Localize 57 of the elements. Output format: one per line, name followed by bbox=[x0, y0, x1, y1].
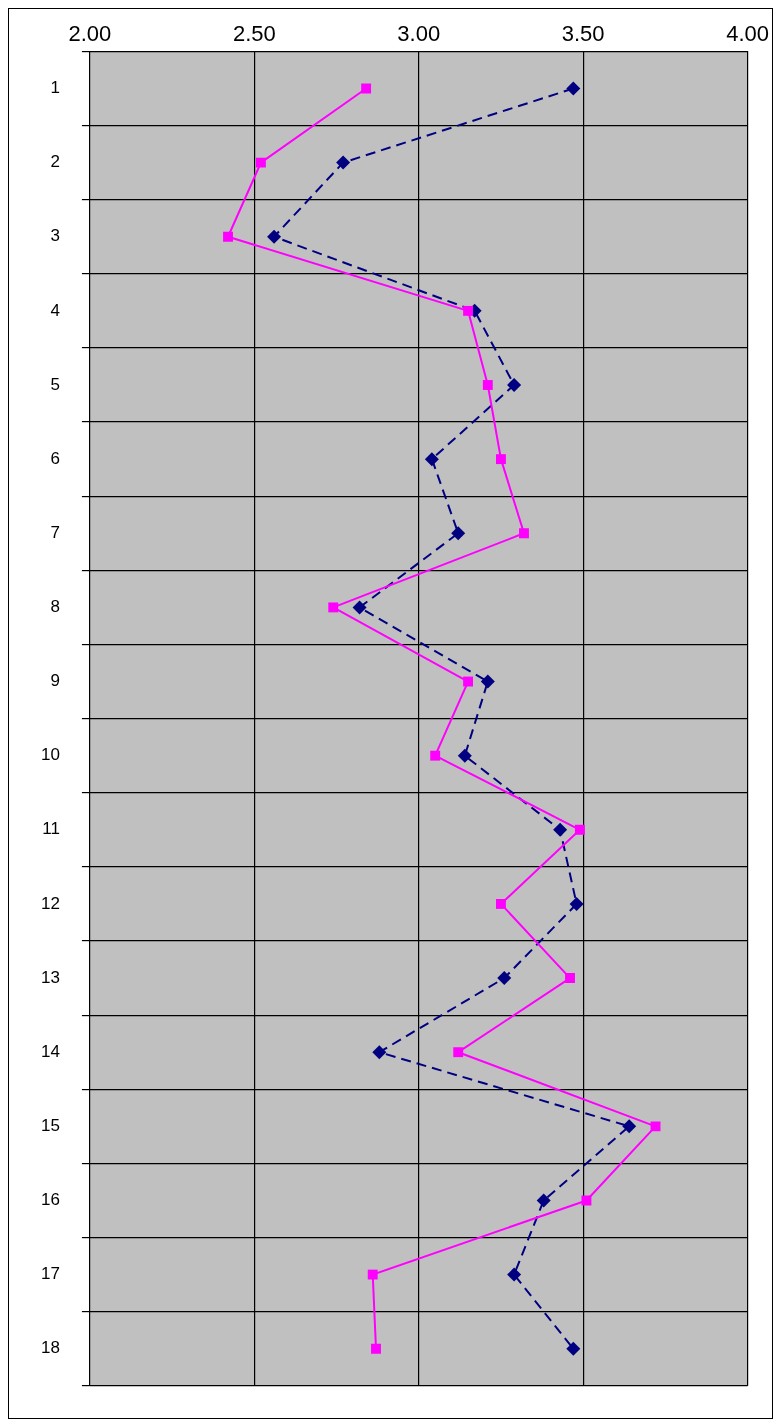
y-tick-label: 6 bbox=[50, 448, 60, 468]
point bbox=[507, 378, 522, 392]
y-tick-label: 11 bbox=[42, 819, 60, 839]
point bbox=[451, 526, 466, 541]
point bbox=[371, 1343, 381, 1354]
point bbox=[569, 896, 584, 911]
point bbox=[622, 1119, 637, 1134]
point bbox=[480, 674, 495, 689]
y-tick-label: 16 bbox=[40, 1190, 60, 1210]
point bbox=[328, 602, 339, 613]
y-tick-label: 3 bbox=[50, 226, 60, 246]
point bbox=[536, 1193, 551, 1208]
point bbox=[457, 748, 472, 763]
y-tick-label: 13 bbox=[40, 967, 60, 987]
point bbox=[519, 528, 529, 539]
point bbox=[430, 750, 441, 761]
point bbox=[463, 305, 474, 316]
x-tick-label: 3.50 bbox=[561, 21, 605, 47]
y-tick-label: 5 bbox=[50, 374, 60, 394]
point bbox=[496, 454, 506, 465]
point bbox=[497, 971, 512, 986]
point bbox=[267, 229, 282, 244]
point bbox=[367, 1269, 378, 1280]
x-tick-label: 2.50 bbox=[232, 21, 276, 47]
y-tick-label: 2 bbox=[50, 152, 60, 172]
y-tick-label: 9 bbox=[50, 671, 60, 691]
y-tick-label: 4 bbox=[50, 300, 60, 320]
y-tick-label: 14 bbox=[40, 1041, 60, 1061]
y-tick-label: 17 bbox=[40, 1264, 60, 1284]
point bbox=[255, 157, 266, 168]
point bbox=[566, 1341, 581, 1356]
point bbox=[507, 1267, 522, 1282]
y-tick-label: 18 bbox=[40, 1338, 60, 1358]
point bbox=[453, 1047, 464, 1058]
y-tick-label: 10 bbox=[40, 745, 60, 765]
point bbox=[565, 973, 575, 984]
point bbox=[566, 81, 581, 96]
point bbox=[223, 231, 233, 242]
point bbox=[424, 452, 439, 467]
x-tick-label: 3.00 bbox=[397, 21, 441, 47]
point bbox=[352, 600, 367, 615]
point bbox=[574, 824, 585, 835]
y-tick-label: 12 bbox=[40, 893, 60, 913]
y-tick-label: 15 bbox=[40, 1116, 60, 1136]
point bbox=[482, 380, 493, 390]
point bbox=[336, 155, 351, 170]
y-tick-label: 8 bbox=[50, 597, 60, 617]
y-tick-label: 7 bbox=[50, 522, 60, 542]
x-tick-label: 2.00 bbox=[68, 21, 112, 47]
x-tick-label: 4.00 bbox=[726, 21, 769, 47]
point bbox=[372, 1045, 387, 1060]
point bbox=[463, 676, 474, 687]
point bbox=[361, 83, 372, 94]
point bbox=[650, 1121, 661, 1132]
point bbox=[553, 822, 568, 837]
point bbox=[496, 898, 506, 909]
y-tick-label: 1 bbox=[50, 78, 60, 98]
